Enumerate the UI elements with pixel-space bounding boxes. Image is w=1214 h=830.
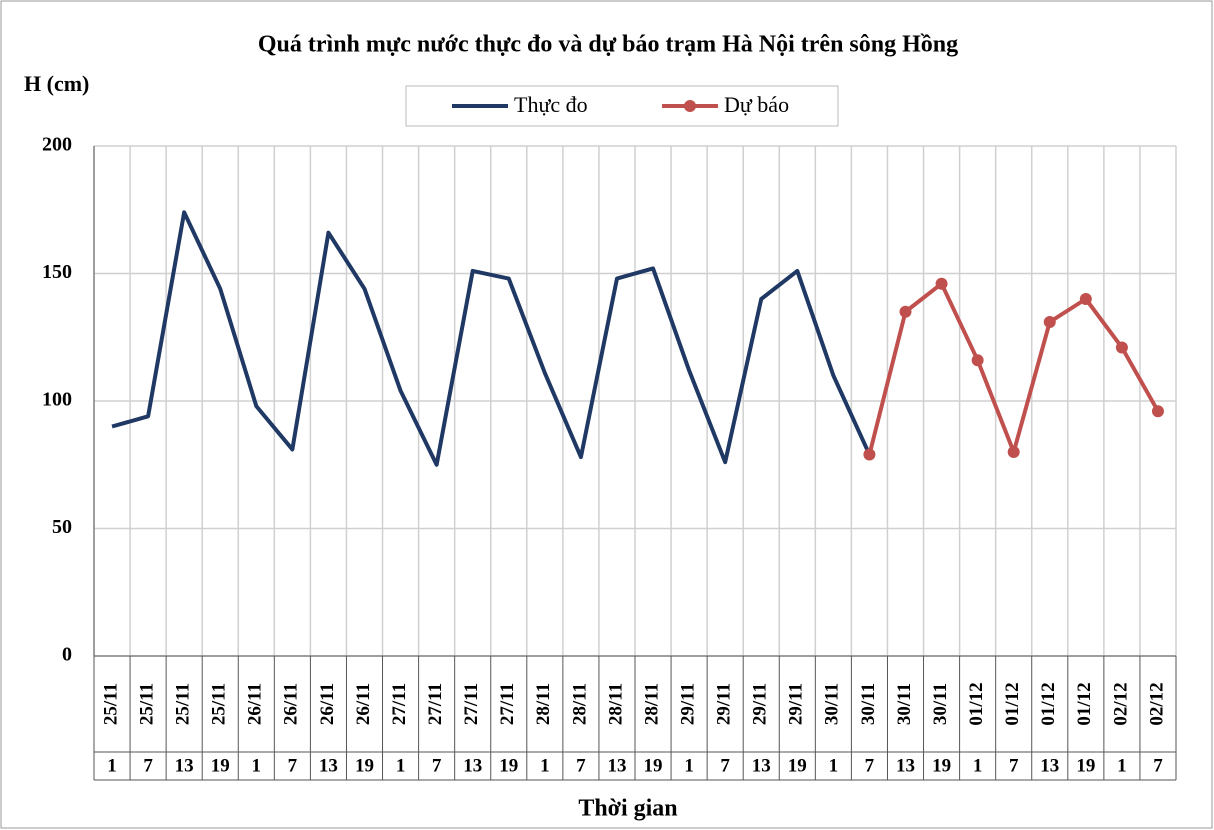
x-sub-label: 13	[463, 755, 482, 776]
x-sub-label: 7	[432, 755, 442, 776]
x-sub-label: 1	[540, 755, 550, 776]
y-tick-label: 0	[62, 644, 72, 666]
x-axis-label: Thời gian	[578, 796, 677, 822]
x-sub-label: 19	[211, 755, 230, 776]
x-tick-label: 01/12	[1074, 682, 1095, 725]
x-tick-label: 25/11	[100, 683, 121, 725]
x-tick-label: 28/11	[641, 683, 662, 725]
series-marker	[1007, 446, 1020, 458]
x-tick-label: 30/11	[822, 683, 843, 725]
series-marker	[971, 354, 984, 367]
x-sub-label: 19	[499, 755, 518, 776]
x-sub-label: 7	[1153, 755, 1163, 776]
legend-label: Thực đo	[514, 92, 588, 117]
x-tick-label: 01/12	[1038, 682, 1059, 725]
x-tick-label: 26/11	[353, 683, 374, 725]
x-tick-label: 29/11	[714, 683, 735, 725]
y-tick-label: 150	[42, 261, 72, 283]
y-tick-label: 50	[52, 516, 72, 538]
series-marker	[1115, 341, 1128, 354]
x-sub-label: 13	[175, 755, 194, 776]
x-tick-label: 01/12	[1002, 682, 1023, 725]
x-sub-label: 19	[1076, 755, 1095, 776]
x-sub-label: 13	[319, 755, 338, 776]
x-sub-label: 1	[973, 755, 983, 776]
x-tick-label: 26/11	[317, 683, 338, 725]
x-sub-label: 1	[1117, 755, 1127, 776]
series-marker	[1151, 405, 1164, 418]
x-tick-label: 01/12	[966, 682, 987, 725]
x-sub-label: 7	[288, 755, 298, 776]
x-tick-label: 25/11	[173, 683, 194, 725]
series-marker	[1079, 293, 1092, 305]
x-tick-label: 02/12	[1110, 682, 1131, 725]
x-sub-label: 1	[107, 755, 117, 776]
y-tick-label: 200	[42, 134, 72, 156]
x-tick-label: 27/11	[389, 683, 410, 725]
x-tick-label: 27/11	[497, 683, 518, 725]
series-line	[111, 210, 872, 467]
x-tick-label: 29/11	[750, 683, 771, 725]
x-sub-label: 19	[355, 755, 374, 776]
x-tick-label: 26/11	[281, 683, 302, 725]
series-marker	[899, 305, 912, 318]
series-marker	[863, 448, 876, 461]
x-sub-label: 1	[396, 755, 406, 776]
x-tick-label: 30/11	[930, 683, 951, 725]
x-sub-label: 1	[252, 755, 262, 776]
x-sub-label: 7	[865, 755, 875, 776]
y-tick-label: 100	[42, 389, 72, 411]
x-sub-label: 13	[896, 755, 915, 776]
x-sub-label: 7	[576, 755, 586, 776]
y-axis-label: H (cm)	[24, 71, 89, 96]
x-sub-label: 7	[720, 755, 730, 776]
x-tick-label: 28/11	[533, 683, 554, 725]
x-sub-label: 1	[684, 755, 694, 776]
x-tick-label: 27/11	[461, 683, 482, 725]
x-sub-label: 13	[607, 755, 626, 776]
x-sub-label: 19	[932, 755, 951, 776]
x-tick-label: 29/11	[677, 683, 698, 725]
legend-label: Dự báo	[724, 92, 789, 117]
x-tick-label: 30/11	[858, 683, 879, 725]
x-sub-label: 7	[143, 755, 153, 776]
x-tick-label: 29/11	[786, 683, 807, 725]
series-marker	[1043, 315, 1056, 328]
x-tick-label: 25/11	[136, 683, 157, 725]
x-sub-label: 13	[752, 755, 771, 776]
x-sub-label: 7	[1009, 755, 1019, 776]
x-tick-label: 02/12	[1146, 682, 1167, 725]
chart-title: Quá trình mực nước thực đo và dự báo trạ…	[258, 32, 958, 58]
x-sub-label: 13	[1040, 755, 1059, 776]
x-tick-label: 27/11	[425, 683, 446, 725]
x-tick-label: 30/11	[894, 683, 915, 725]
series-marker	[935, 277, 948, 290]
x-tick-label: 28/11	[605, 683, 626, 725]
legend-marker	[684, 100, 696, 112]
x-tick-label: 26/11	[245, 683, 266, 725]
x-sub-label: 19	[788, 755, 807, 776]
x-sub-label: 19	[644, 755, 663, 776]
x-sub-label: 1	[829, 755, 839, 776]
x-tick-label: 25/11	[209, 683, 230, 725]
x-tick-label: 28/11	[569, 683, 590, 725]
